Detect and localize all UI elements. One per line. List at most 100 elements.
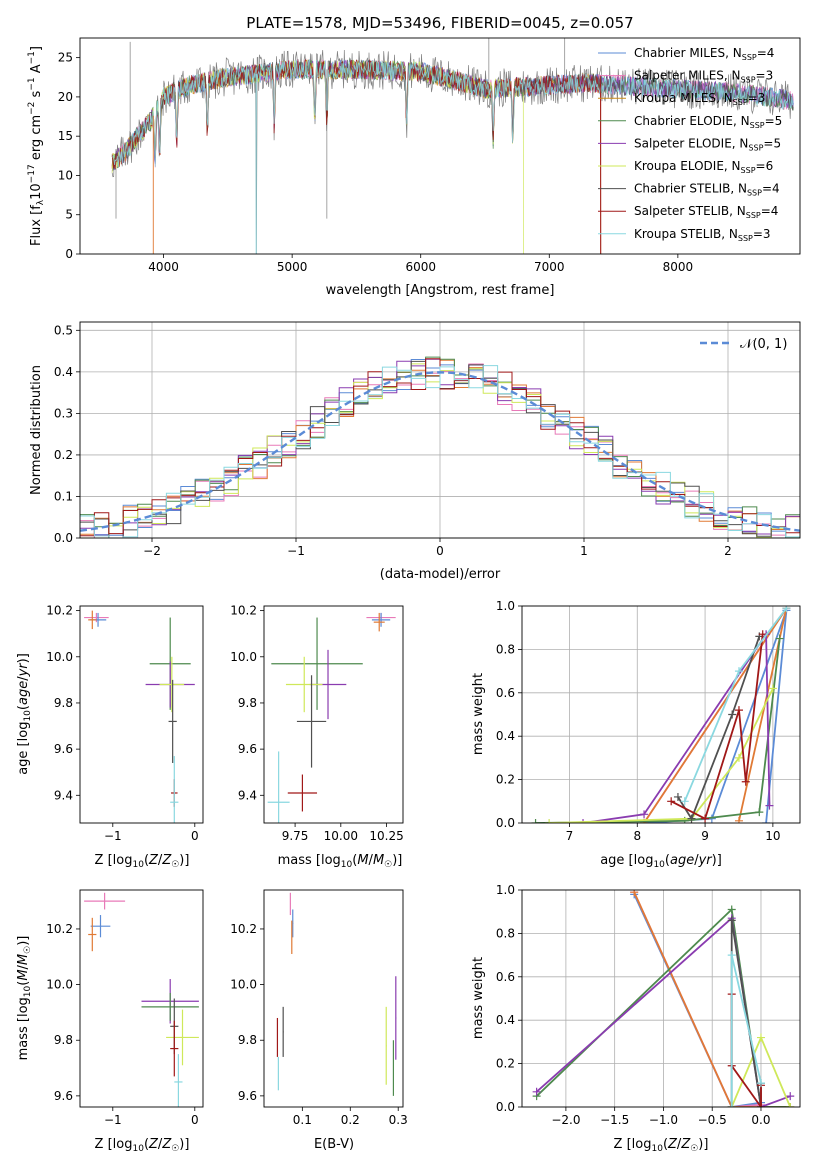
y-tick-label: 0.8 bbox=[496, 926, 515, 940]
x-tick-label: −1 bbox=[104, 829, 122, 843]
legend-label: 𝒩(0, 1) bbox=[740, 337, 787, 352]
residual-histogram bbox=[80, 360, 800, 538]
weight-line bbox=[643, 607, 788, 823]
errorbar-point bbox=[271, 617, 363, 710]
y-tick-label: 10.0 bbox=[230, 650, 257, 664]
x-tick-label: −2.0 bbox=[551, 1113, 580, 1127]
panel-residuals: −2 −1 0 1 2 0.0 0.1 0.2 0.3 0.4 0.5 (data-model)/er… bbox=[29, 321, 801, 582]
y-tick-label: 0.4 bbox=[496, 729, 515, 743]
x-tick-label: 0 bbox=[436, 544, 444, 558]
panel-mass_vs_Z: −1 0 9.6 9.8 10.0 10.2 Z [log10(Z/Z☉)] mass [lo… bbox=[16, 889, 204, 1154]
axes-frame bbox=[79, 605, 204, 824]
weight-line bbox=[730, 920, 762, 1107]
weight-marker bbox=[687, 814, 696, 823]
x-axis-label: (data-model)/error bbox=[380, 567, 501, 582]
y-tick-label: 0.3 bbox=[54, 406, 73, 420]
panel-age_vs_mass: 9.75 10.00 10.25 9.4 9.6 9.8 10.0 10.2 mass [log… bbox=[230, 604, 403, 870]
x-tick-label: 0.3 bbox=[389, 1113, 408, 1127]
weight-marker bbox=[701, 814, 710, 823]
errorbar-point bbox=[292, 909, 294, 938]
legend-label: Chabrier STELIB, NSSP=4 bbox=[634, 182, 780, 198]
weight-marker bbox=[727, 916, 736, 925]
axes-frame bbox=[79, 889, 204, 1108]
y-tick-label: 0.0 bbox=[54, 531, 73, 545]
y-axis-label: mass weight bbox=[471, 957, 486, 1039]
plot-area bbox=[267, 612, 396, 823]
weight-marker bbox=[782, 606, 791, 613]
y-tick-label: 10 bbox=[58, 168, 73, 182]
weight-marker bbox=[765, 801, 774, 810]
errorbar-point bbox=[166, 1009, 199, 1066]
x-tick-label: 10 bbox=[765, 829, 780, 843]
weight-marker bbox=[756, 1103, 765, 1107]
weight-marker bbox=[532, 1087, 541, 1096]
x-tick-label: 1 bbox=[580, 544, 588, 558]
weight-marker bbox=[734, 706, 743, 715]
gaussian-curve bbox=[80, 371, 800, 532]
errorbar-point bbox=[141, 992, 199, 1021]
x-tick-label: 0.1 bbox=[293, 1113, 312, 1127]
y-tick-label: 0.5 bbox=[54, 323, 73, 337]
x-tick-label: 0.0 bbox=[751, 1113, 770, 1127]
errorbar-point bbox=[267, 751, 290, 823]
errorbar-point bbox=[296, 675, 327, 768]
axes-frame bbox=[521, 889, 801, 1108]
errorbar-point bbox=[373, 612, 385, 632]
weight-marker bbox=[741, 777, 750, 786]
legend-label: Kroupa MILES, NSSP=3 bbox=[634, 91, 765, 107]
y-axis-label: Flux [fλ10−17 erg cm−2 s−1 A−1] bbox=[27, 46, 46, 246]
y-tick-label: 0.0 bbox=[496, 1100, 515, 1114]
x-axis-label: age [log10(age/yr)] bbox=[600, 853, 722, 870]
legend-label: Salpeter MILES, NSSP=3 bbox=[634, 69, 773, 85]
weight-marker bbox=[768, 684, 777, 693]
x-tick-label: −1.0 bbox=[649, 1113, 678, 1127]
figure-title: PLATE=1578, MJD=53496, FIBERID=0045, z=0… bbox=[246, 14, 633, 32]
x-tick-label: −1 bbox=[287, 544, 305, 558]
errorbar-point bbox=[84, 612, 109, 623]
weight-marker bbox=[640, 810, 649, 819]
errorbar-point bbox=[277, 1056, 279, 1091]
weight-marker bbox=[630, 890, 639, 897]
errorbar-point bbox=[88, 917, 97, 952]
errorbar-point bbox=[168, 679, 177, 763]
errorbar-point bbox=[276, 1017, 279, 1057]
y-tick-label: 10.0 bbox=[46, 650, 73, 664]
weight-line bbox=[633, 891, 791, 1107]
x-axis-label: Z [log10(Z/Z☉)] bbox=[614, 1137, 709, 1154]
errorbar-point bbox=[371, 612, 391, 627]
legend-label: Chabrier MILES, NSSP=4 bbox=[634, 46, 774, 62]
errorbar-point bbox=[392, 1040, 395, 1096]
x-tick-label: −2 bbox=[143, 544, 161, 558]
x-tick-label: 7 bbox=[566, 829, 574, 843]
y-tick-label: 0 bbox=[65, 247, 73, 261]
weight-marker bbox=[758, 630, 767, 639]
errorbar-point bbox=[287, 774, 318, 812]
errorbar-point bbox=[282, 1006, 284, 1057]
errorbar-point bbox=[289, 892, 291, 916]
weight-marker bbox=[786, 1103, 795, 1107]
weight-marker bbox=[756, 1033, 765, 1042]
y-tick-label: 0.4 bbox=[54, 365, 73, 379]
x-tick-label: 10.00 bbox=[324, 829, 358, 843]
errorbar-point bbox=[88, 610, 97, 630]
errorbar-point bbox=[159, 656, 185, 713]
errorbar-point bbox=[291, 920, 293, 954]
x-tick-label: 4000 bbox=[148, 260, 179, 274]
panel-weight_vs_age: 7 8 9 10 0.0 0.2 0.4 0.6 0.8 1.0 age [log10(age/yr… bbox=[471, 599, 801, 870]
errorbar-point bbox=[170, 756, 179, 823]
y-tick-label: 9.8 bbox=[238, 696, 257, 710]
axes-frame bbox=[79, 37, 801, 255]
x-tick-label: 0.2 bbox=[341, 1113, 360, 1127]
y-tick-label: 9.8 bbox=[238, 1033, 257, 1047]
x-tick-label: 10.25 bbox=[369, 829, 403, 843]
y-tick-label: 9.8 bbox=[54, 696, 73, 710]
y-tick-label: 9.4 bbox=[54, 788, 73, 802]
y-tick-label: 0.8 bbox=[496, 642, 515, 656]
panel-mass_vs_EBV: 0.1 0.2 0.3 9.6 9.8 10.0 10.2 E(B-V) bbox=[230, 889, 408, 1152]
legend-label: Salpeter ELODIE, NSSP=5 bbox=[634, 136, 781, 152]
plot-area bbox=[532, 890, 795, 1107]
y-tick-label: 25 bbox=[58, 51, 73, 65]
plot-area bbox=[531, 606, 791, 823]
y-tick-label: 0.0 bbox=[496, 816, 515, 830]
